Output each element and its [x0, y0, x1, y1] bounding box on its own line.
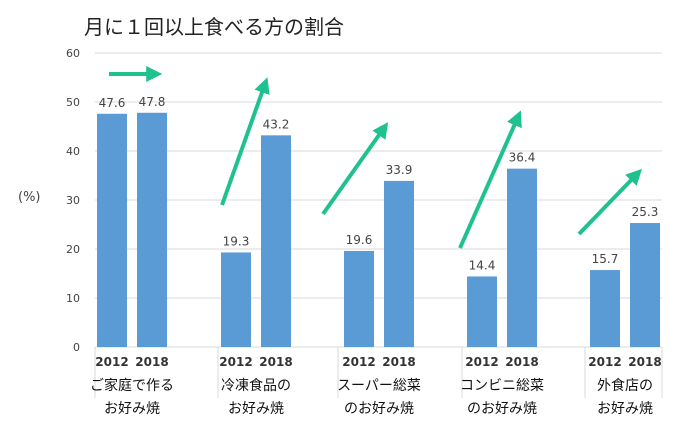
bar [630, 223, 660, 347]
trend-arrow-icon [458, 110, 522, 249]
x-tick-label: 2018 [505, 355, 538, 369]
y-tick-label: 20 [66, 243, 80, 256]
data-label: 15.7 [592, 252, 619, 266]
data-label: 36.4 [509, 151, 536, 165]
y-tick-label: 60 [66, 47, 80, 60]
x-tick-label: 2012 [219, 355, 252, 369]
trend-arrow-icon [577, 168, 643, 236]
bar [261, 135, 291, 347]
category-label: ご家庭で作る [90, 377, 174, 394]
chart-title: 月に１回以上食べる方の割合 [84, 15, 344, 39]
bar [137, 112, 167, 347]
data-label: 47.8 [139, 95, 166, 109]
bar [467, 276, 497, 347]
y-tick-label: 10 [66, 292, 80, 305]
y-axis-label: (%) [18, 190, 41, 205]
category-label: 冷凍食品の [221, 377, 291, 394]
category-label: お好み焼 [228, 401, 284, 417]
bar [384, 180, 414, 347]
category-label: お好み焼 [597, 401, 653, 417]
category-label: 外食店の [597, 377, 653, 394]
bar [344, 250, 374, 347]
category-label: スーパー総菜 [337, 378, 421, 394]
data-label: 47.6 [99, 96, 126, 110]
category-label: のお好み焼 [467, 401, 537, 417]
x-tick-label: 2018 [628, 355, 661, 369]
data-label: 25.3 [632, 205, 659, 219]
data-label: 33.9 [386, 163, 413, 177]
data-label: 19.3 [223, 234, 250, 248]
bar [507, 168, 537, 347]
x-tick-label: 2012 [342, 355, 375, 369]
data-label: 14.4 [469, 258, 496, 272]
x-tick-label: 2012 [588, 355, 621, 369]
x-tick-label: 2018 [259, 355, 292, 369]
y-tick-label: 50 [66, 96, 80, 109]
data-label: 19.6 [346, 233, 373, 247]
x-tick-label: 2012 [465, 355, 498, 369]
y-tick-label: 0 [73, 341, 80, 354]
category-label: お好み焼 [104, 401, 160, 417]
x-tick-label: 2018 [382, 355, 415, 369]
category-label: のお好み焼 [344, 401, 414, 417]
x-tick-label: 2018 [135, 355, 168, 369]
bar [221, 252, 251, 347]
x-tick-label: 2012 [95, 355, 128, 369]
y-tick-label: 30 [66, 194, 80, 207]
category-label: コンビニ総菜 [460, 378, 544, 394]
y-tick-label: 40 [66, 145, 80, 158]
trend-arrow-icon [321, 122, 389, 216]
data-label: 43.2 [263, 117, 290, 131]
trend-arrow-icon [220, 77, 270, 206]
bar [590, 270, 620, 347]
bar [97, 113, 127, 347]
